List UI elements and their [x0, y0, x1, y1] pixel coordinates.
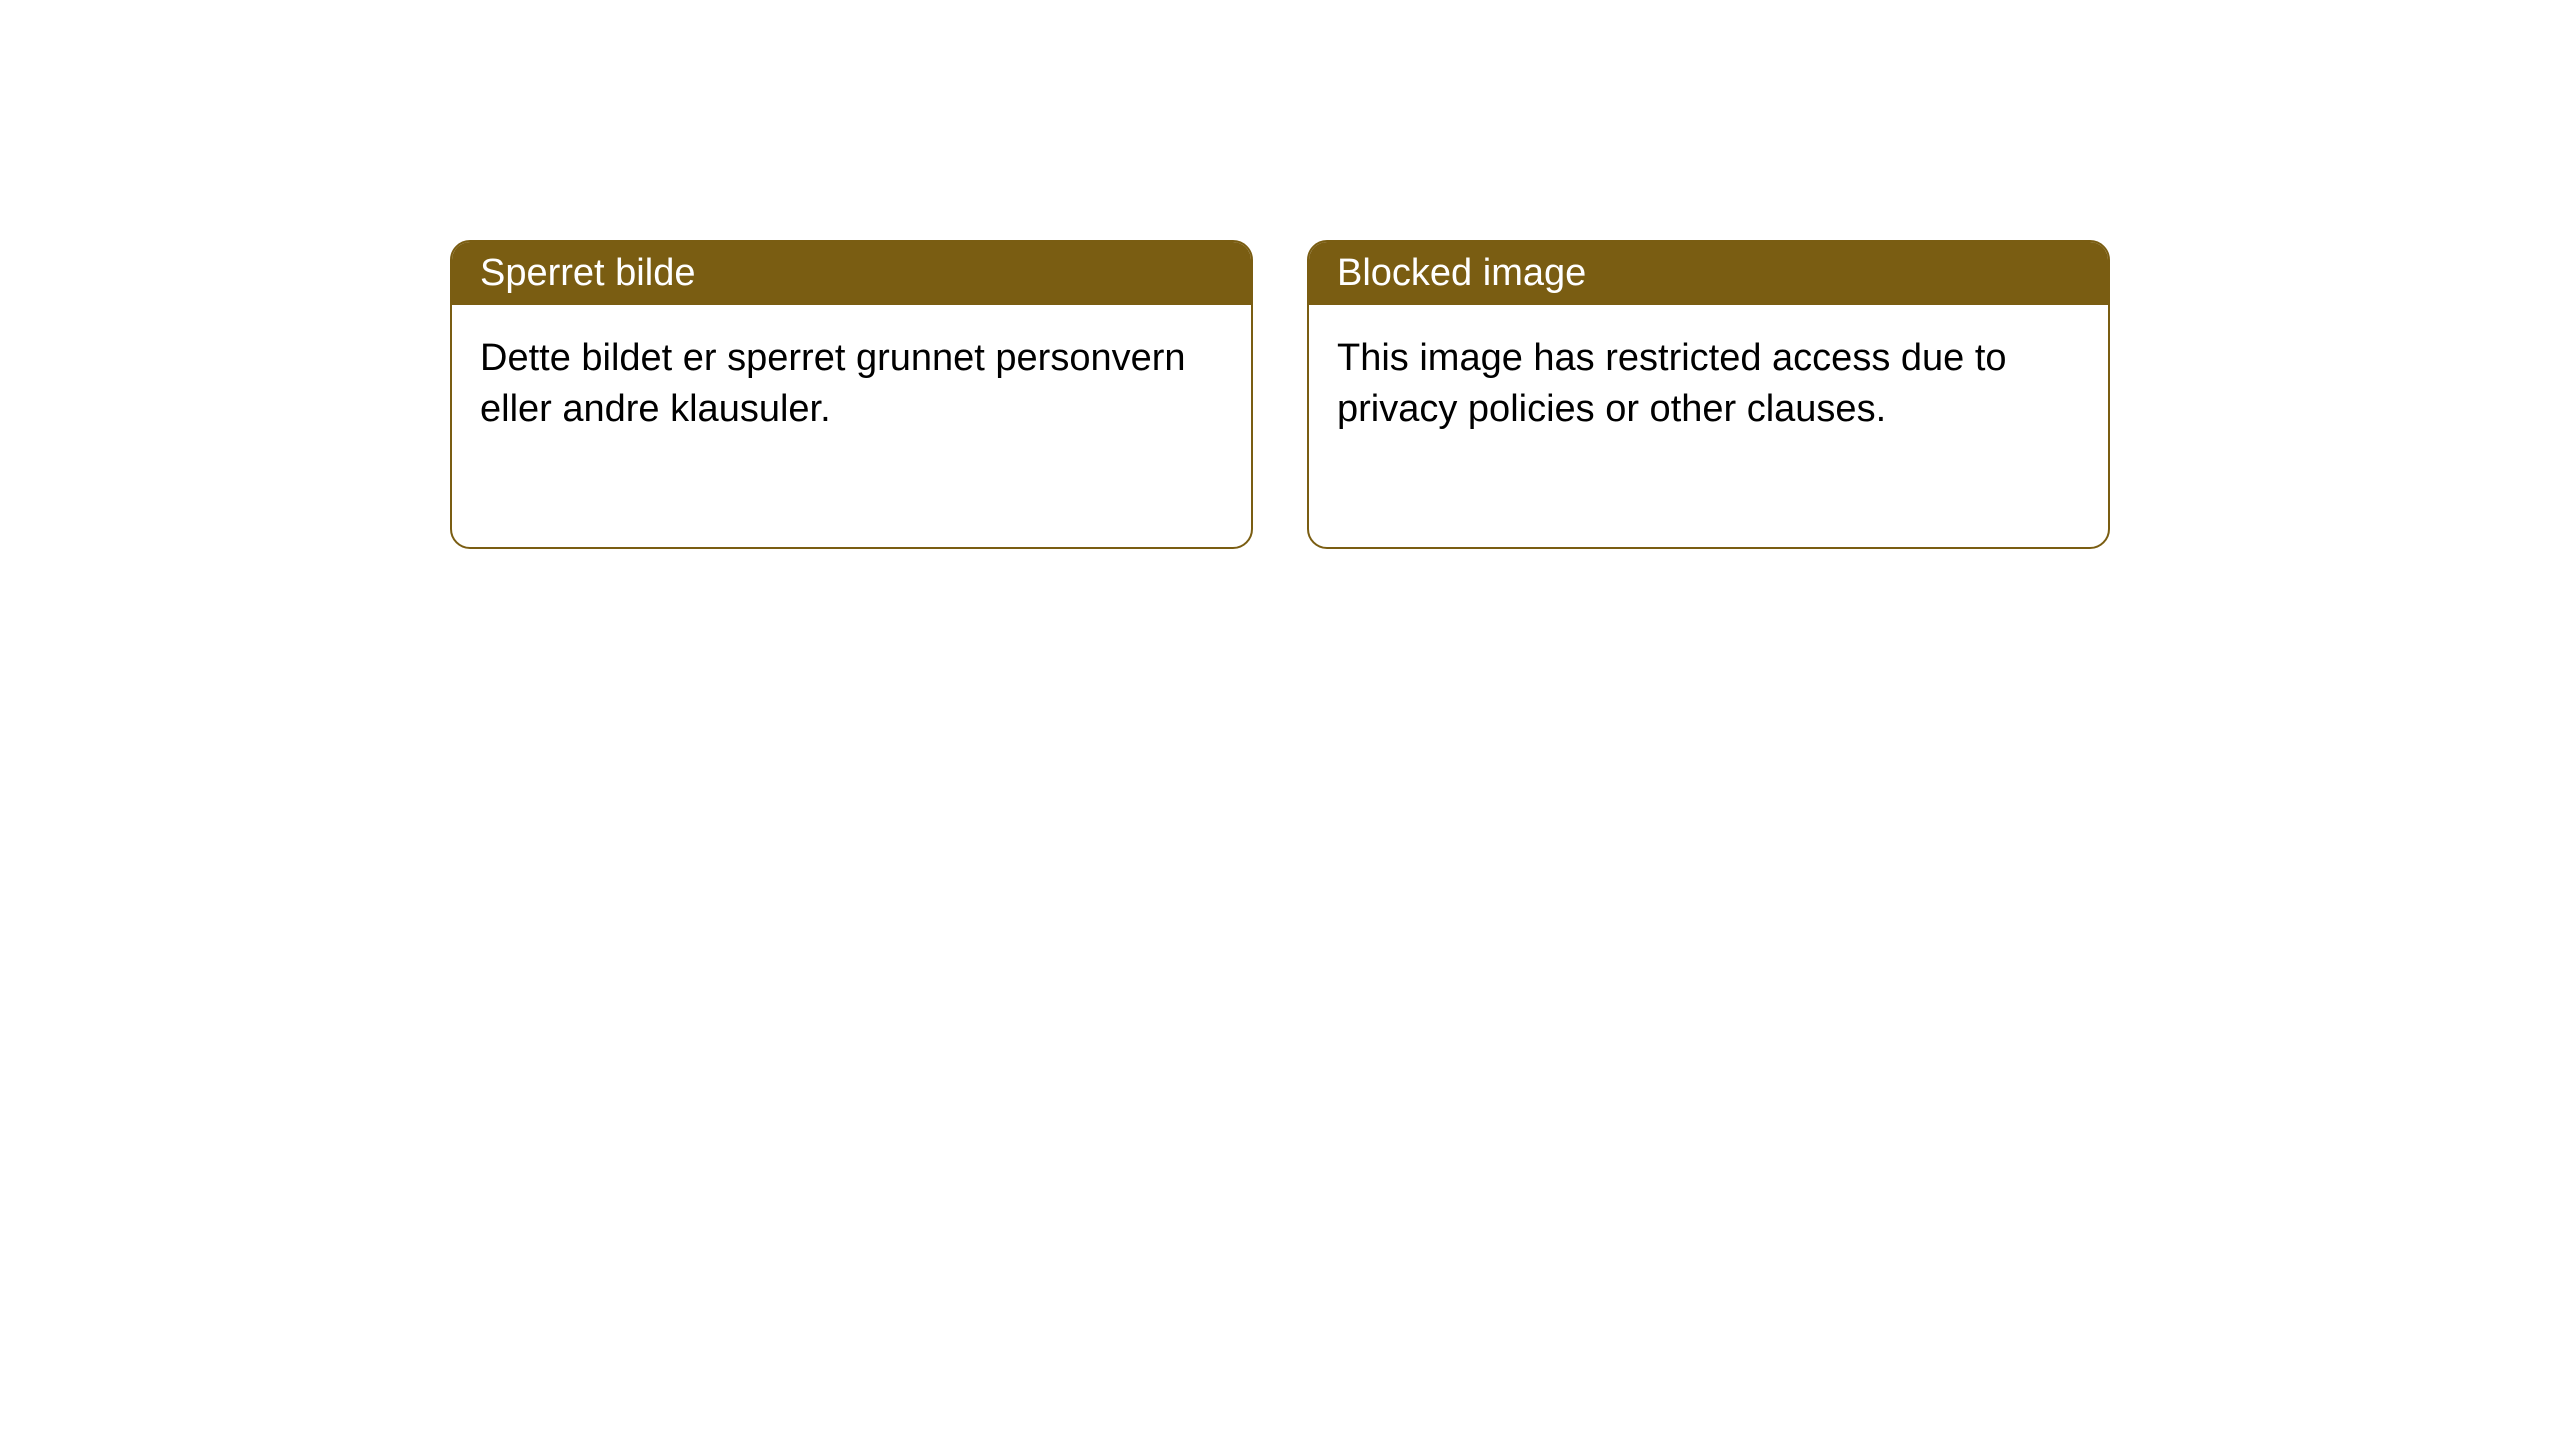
notice-card-norwegian: Sperret bilde Dette bildet er sperret gr…	[450, 240, 1253, 549]
notice-card-english: Blocked image This image has restricted …	[1307, 240, 2110, 549]
notices-container: Sperret bilde Dette bildet er sperret gr…	[0, 0, 2560, 549]
notice-card-body: Dette bildet er sperret grunnet personve…	[452, 305, 1251, 547]
notice-card-header: Blocked image	[1309, 242, 2108, 305]
notice-card-body: This image has restricted access due to …	[1309, 305, 2108, 547]
notice-card-header: Sperret bilde	[452, 242, 1251, 305]
